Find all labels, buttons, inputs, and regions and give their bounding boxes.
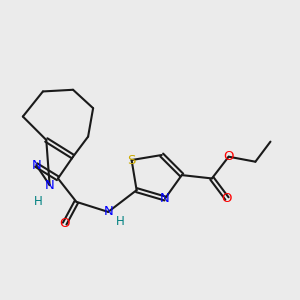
Text: N: N — [160, 192, 170, 205]
Text: O: O — [59, 217, 70, 230]
Text: O: O — [224, 150, 234, 163]
Text: H: H — [34, 195, 42, 208]
Text: O: O — [222, 192, 232, 205]
Text: N: N — [32, 159, 41, 172]
Text: N: N — [103, 206, 113, 218]
Text: S: S — [128, 154, 136, 166]
Text: N: N — [45, 178, 55, 192]
Text: H: H — [116, 215, 124, 228]
